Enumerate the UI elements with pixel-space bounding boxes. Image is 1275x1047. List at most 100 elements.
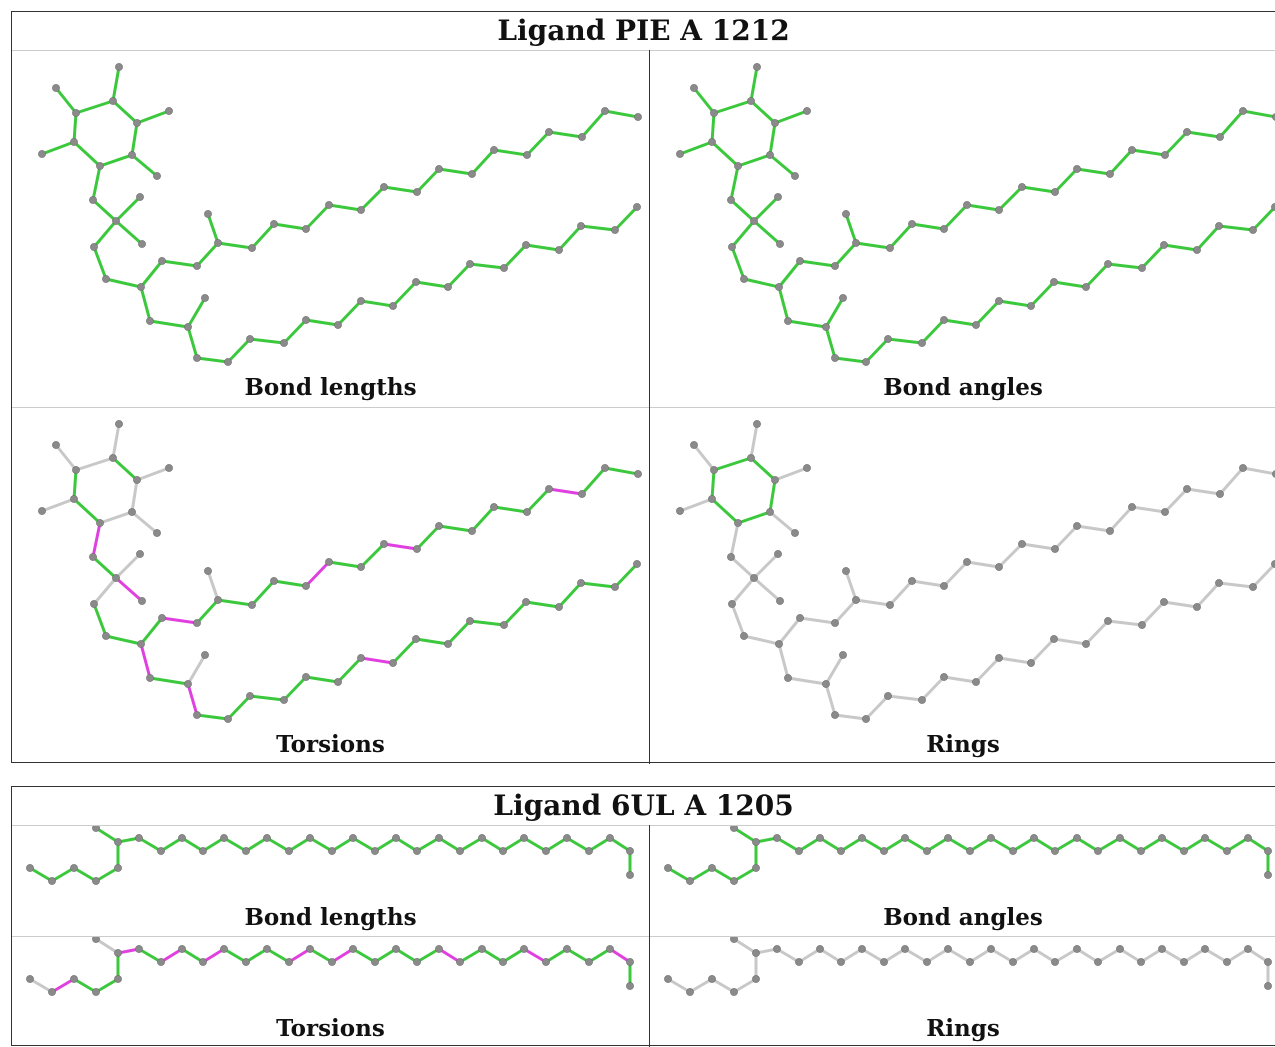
atom [92,826,100,832]
atom [1138,621,1146,629]
bond [72,468,78,501]
atom [995,654,1003,662]
bond [1241,466,1275,476]
atom [1073,834,1081,842]
atom [1215,579,1223,587]
atom [380,183,388,191]
atom [70,864,78,872]
atom [839,294,847,302]
atom [285,958,293,966]
atom [940,673,948,681]
bond [160,259,199,268]
bond [492,148,529,157]
panel-bond-angles: Bond angles [650,826,1275,936]
bond [308,947,334,964]
atom [520,834,528,842]
bond [833,356,868,364]
bond [775,947,801,964]
bond [359,299,395,308]
bond [394,947,419,964]
atom [413,958,421,966]
atom [1137,958,1145,966]
atom [184,680,192,688]
atom [146,674,154,682]
atom [730,937,738,943]
atom [1104,617,1112,625]
bond [579,224,617,232]
atom [115,420,123,428]
bond [742,634,781,646]
bond [1096,836,1122,853]
bond [547,487,584,496]
bond [336,299,363,327]
bond [446,619,472,646]
atom [730,826,738,832]
atom [822,323,830,331]
bond [579,581,617,589]
bond [111,456,139,482]
atom [690,84,698,92]
bond [351,947,377,964]
bond [72,140,102,168]
atom [1116,834,1124,842]
bond [458,947,484,964]
atom [490,146,498,154]
atom [214,596,222,604]
atom [499,847,507,855]
bond [1251,205,1275,232]
bond [415,836,441,853]
atom [137,640,145,648]
bond [773,109,809,125]
atom [1051,545,1059,553]
atom [776,240,784,248]
atom [918,696,926,704]
bond [1162,600,1199,609]
bond [1108,148,1134,176]
bond [216,598,254,607]
bond [1096,947,1122,964]
atom [1160,598,1168,606]
atom [1180,847,1188,855]
atom [96,519,104,527]
molecule-diagram [38,63,642,366]
bond [736,510,772,525]
atom [676,507,684,515]
atom [115,63,123,71]
atom [626,982,634,990]
atom [775,283,783,291]
bond [470,505,496,533]
bond [148,319,190,329]
bond [818,836,843,853]
atom [72,466,80,474]
atom [633,560,641,568]
atom [791,529,799,537]
panel-caption: Torsions [276,1015,385,1042]
bond [492,505,529,514]
atom [468,527,476,535]
atom [773,834,781,842]
bond [864,694,890,721]
bond [502,243,528,270]
atom [803,464,811,472]
atom [676,150,684,158]
bond [92,602,108,638]
atom [752,838,760,846]
atom [791,172,799,180]
panel-caption: Bond angles [883,374,1043,401]
atom [1106,170,1114,178]
bond [752,195,780,223]
bond [736,153,772,168]
bond [304,318,340,327]
bond [864,337,890,364]
bond [587,947,612,964]
atom [545,485,553,493]
bond [359,185,386,212]
atom [1216,490,1224,498]
atom [435,522,443,530]
atom [880,958,888,966]
atom [371,847,379,855]
atom [214,239,222,247]
atom [730,877,738,885]
atom [1272,113,1275,121]
bond [250,222,276,250]
